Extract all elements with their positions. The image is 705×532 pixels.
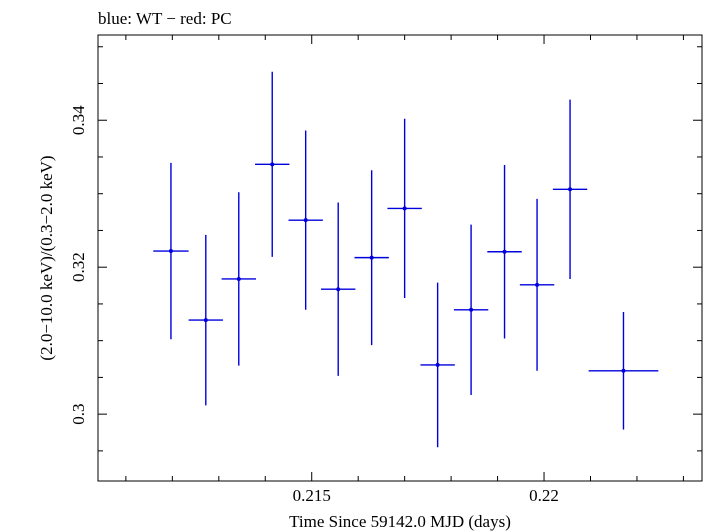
data-point	[288, 130, 323, 310]
axis-ticks	[98, 35, 702, 481]
x-axis-label: Time Since 59142.0 MJD (days)	[289, 512, 511, 531]
data-points	[153, 71, 659, 448]
data-point	[153, 162, 189, 340]
plot-frame	[97, 34, 703, 482]
y-tick-label: 0.3	[69, 404, 88, 425]
data-point	[552, 99, 588, 279]
data-marker	[336, 287, 341, 292]
data-marker	[203, 318, 208, 323]
data-point	[588, 312, 659, 430]
data-marker	[435, 362, 440, 367]
data-marker	[568, 187, 573, 192]
data-point	[453, 224, 489, 396]
data-point	[354, 170, 389, 346]
data-marker	[621, 368, 626, 373]
data-marker	[303, 218, 308, 223]
data-marker	[502, 249, 507, 254]
data-marker	[270, 162, 275, 167]
data-marker	[369, 255, 374, 260]
data-point	[420, 282, 455, 448]
x-tick-label: 0.215	[293, 486, 331, 505]
y-tick-label: 0.32	[69, 252, 88, 282]
y-axis-label: (2.0−10.0 keV)/(0.3−2.0 keV)	[37, 155, 56, 360]
data-marker	[236, 276, 241, 281]
data-point	[487, 165, 522, 339]
tick-labels: 0.215 0.22 0.3 0.32 0.34	[69, 105, 559, 505]
data-marker	[168, 249, 173, 254]
data-point	[188, 234, 223, 406]
data-point	[519, 198, 555, 371]
data-point	[387, 118, 422, 299]
data-point	[255, 71, 290, 257]
data-marker	[469, 307, 474, 312]
x-tick-label: 0.22	[529, 486, 559, 505]
data-marker	[535, 282, 540, 287]
y-tick-label: 0.34	[69, 105, 88, 135]
chart-title: blue: WT − red: PC	[98, 9, 232, 28]
data-point	[321, 202, 356, 376]
data-marker	[402, 206, 407, 211]
data-point	[221, 192, 256, 366]
